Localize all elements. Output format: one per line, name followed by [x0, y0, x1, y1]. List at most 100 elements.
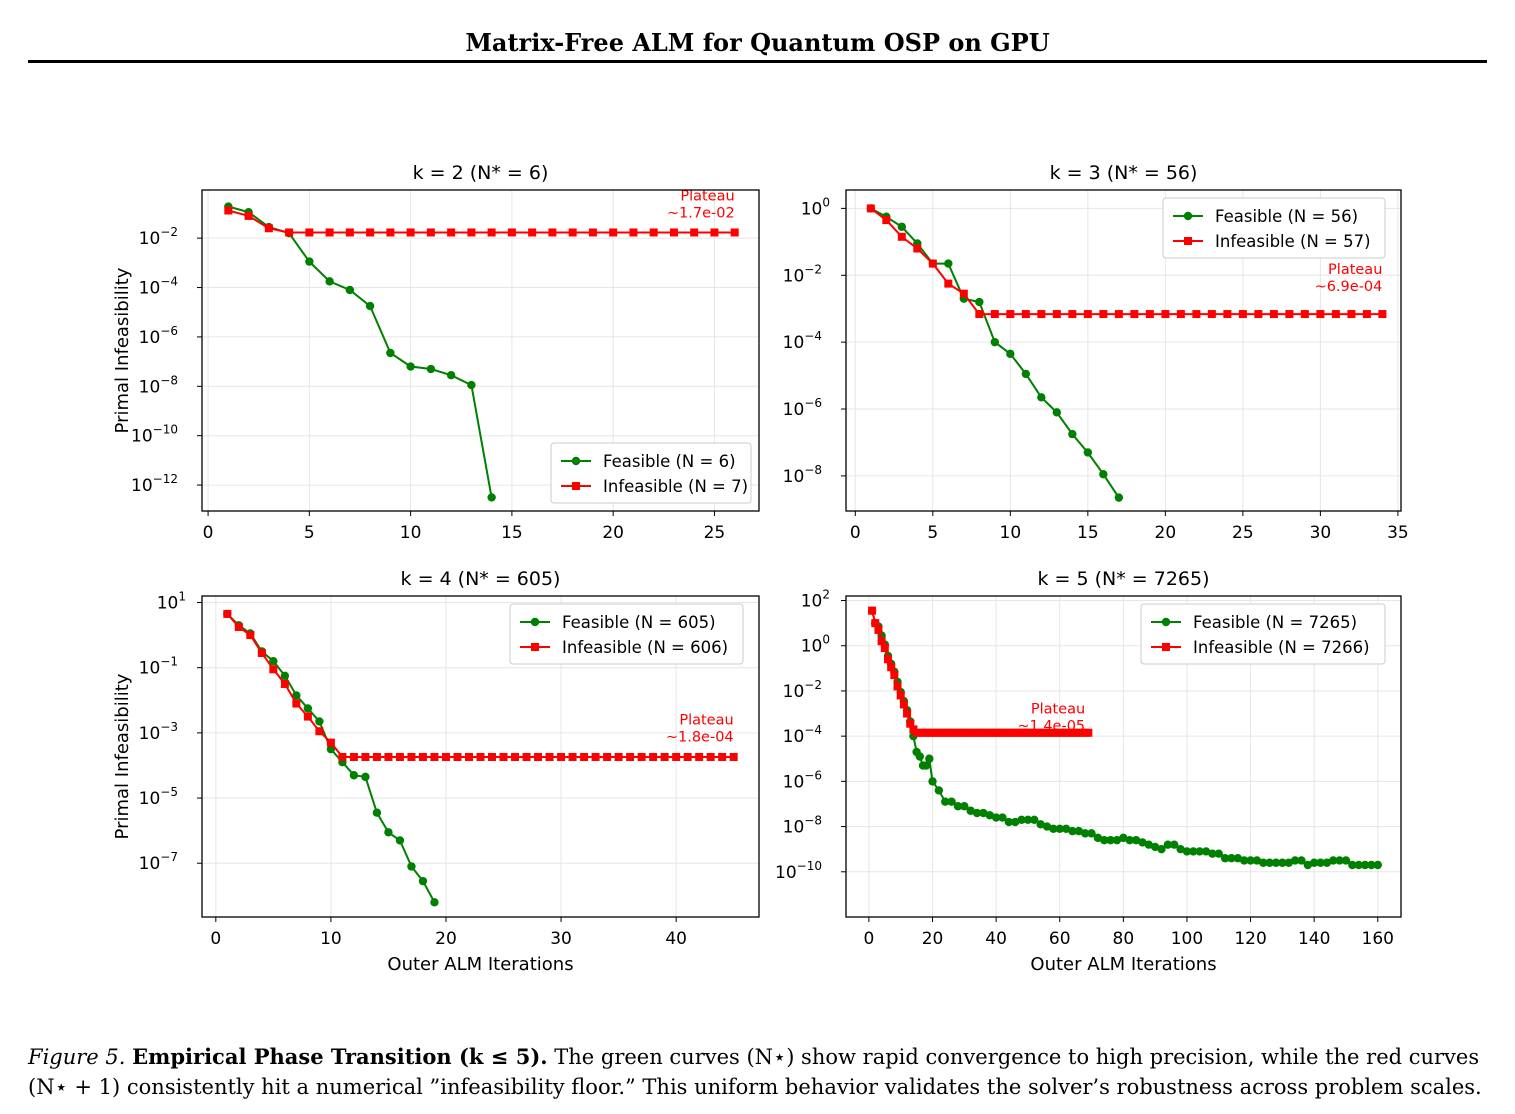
- data-point: [718, 752, 727, 761]
- legend-label: Infeasible (N = 7): [603, 477, 748, 496]
- data-point: [487, 228, 496, 237]
- data-point: [1290, 856, 1300, 865]
- data-point: [365, 301, 375, 311]
- data-point: [588, 228, 597, 237]
- data-point: [1214, 849, 1223, 858]
- data-point: [453, 752, 462, 761]
- data-point: [1240, 856, 1249, 865]
- data-point: [325, 228, 334, 237]
- data-point: [269, 656, 278, 666]
- data-point: [985, 811, 994, 820]
- data-point: [1354, 860, 1363, 870]
- x-tick-label: 0: [850, 523, 861, 543]
- data-point: [1157, 844, 1166, 854]
- data-point: [944, 259, 953, 268]
- data-point: [614, 752, 623, 761]
- chart-panel-1: k = 2 (N* = 6) 0 5 10 15 20 25 10−12 10−10 10−8 10…: [112, 162, 760, 543]
- data-point: [292, 691, 301, 700]
- plateau-annotation: Plateau: [1031, 702, 1085, 718]
- legend: Feasible (N = 6) Infeasible (N = 7): [550, 442, 752, 504]
- data-point: [1106, 835, 1115, 845]
- x-tick-label: 20: [1155, 523, 1177, 543]
- data-point: [1100, 835, 1109, 845]
- legend-marker: [572, 482, 580, 490]
- legend-marker: [1161, 617, 1171, 627]
- plateau-annotation: Plateau: [679, 713, 733, 729]
- x-tick-label: 15: [1077, 523, 1099, 543]
- plot-frame: [201, 595, 760, 918]
- data-point: [1068, 310, 1077, 319]
- data-point: [1176, 310, 1185, 319]
- data-point: [534, 752, 543, 761]
- data-point: [315, 727, 324, 736]
- legend-label: Infeasible (N = 606): [562, 638, 728, 657]
- data-point: [1114, 493, 1124, 502]
- data-point: [1309, 858, 1319, 867]
- data-point: [1037, 310, 1046, 319]
- y-tick-label: 10−8: [783, 814, 822, 838]
- data-point: [626, 752, 635, 761]
- series-feasible: [224, 202, 496, 502]
- data-point: [345, 285, 355, 295]
- data-point: [947, 797, 956, 806]
- data-point: [1284, 858, 1293, 867]
- x-tick-label: 5: [927, 523, 938, 543]
- data-point: [285, 228, 294, 237]
- data-point: [1285, 310, 1294, 319]
- x-tick-label: 5: [304, 523, 315, 543]
- data-point: [507, 228, 516, 237]
- data-point: [1373, 860, 1382, 870]
- data-point: [868, 606, 877, 615]
- plateau-annotation: ~6.9e-04: [1315, 279, 1383, 295]
- data-point: [690, 228, 699, 237]
- data-point: [893, 682, 902, 691]
- y-tick-label: 10−8: [783, 463, 822, 487]
- legend-marker: [571, 456, 581, 466]
- legend: Feasible (N = 7265) Infeasible (N = 7266): [1140, 603, 1386, 665]
- x-tick-label: 20: [602, 523, 624, 543]
- data-point: [1080, 829, 1090, 838]
- y-tick-label: 10−4: [783, 329, 822, 353]
- x-tick-label: 40: [665, 929, 687, 949]
- data-point: [305, 228, 314, 237]
- data-point: [1208, 849, 1217, 858]
- data-point: [609, 228, 618, 237]
- data-point: [1176, 844, 1185, 854]
- data-point: [975, 297, 984, 307]
- data-point: [1163, 840, 1173, 849]
- data-point: [1233, 854, 1243, 863]
- y-tick-label: 10−10: [775, 859, 822, 883]
- y-tick-label: 100: [801, 633, 830, 657]
- data-point: [280, 679, 289, 688]
- data-point: [224, 206, 233, 215]
- caption-text: The green curves (N⋆) show rapid converg…: [28, 1045, 1482, 1099]
- data-point: [447, 228, 456, 237]
- legend-marker: [1162, 643, 1170, 651]
- y-tick-label: 10−1: [139, 655, 178, 679]
- data-point: [966, 806, 975, 815]
- data-point: [591, 752, 600, 761]
- data-point: [710, 228, 719, 237]
- data-point: [244, 211, 253, 220]
- chart-title: k = 3 (N* = 56): [1050, 162, 1198, 184]
- data-point: [488, 752, 497, 761]
- chart-panel-3: k = 4 (N* = 605) 0 10 20 30 40 10−7 10−5 10−3 10−…: [112, 568, 760, 975]
- data-point: [1131, 835, 1141, 845]
- x-tick-label: 25: [704, 523, 726, 543]
- data-point: [349, 771, 359, 780]
- data-point: [511, 752, 520, 761]
- data-point: [257, 649, 266, 658]
- data-point: [883, 655, 892, 664]
- legend-label: Feasible (N = 56): [1215, 207, 1358, 226]
- data-point: [464, 752, 473, 761]
- legend-label: Feasible (N = 605): [562, 613, 716, 632]
- data-point: [1011, 817, 1020, 827]
- data-point: [264, 224, 273, 233]
- x-tick-label: 40: [985, 929, 1007, 949]
- data-point: [1271, 858, 1281, 867]
- data-point: [603, 752, 612, 761]
- data-point: [1329, 856, 1338, 865]
- data-point: [1201, 847, 1211, 856]
- y-tick-label: 10−12: [131, 472, 178, 496]
- data-point: [476, 752, 485, 761]
